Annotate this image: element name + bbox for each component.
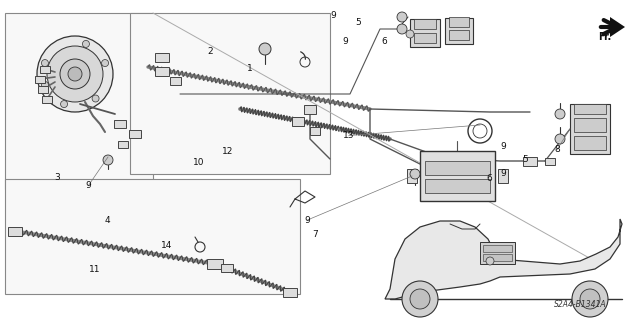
Text: 11: 11 xyxy=(89,265,100,274)
Text: 6: 6 xyxy=(381,37,387,46)
Circle shape xyxy=(60,59,90,89)
Polygon shape xyxy=(610,17,625,37)
Text: 9: 9 xyxy=(330,11,335,20)
Circle shape xyxy=(410,289,430,309)
Text: 5: 5 xyxy=(356,18,361,27)
Bar xyxy=(283,287,297,296)
Bar xyxy=(574,136,606,150)
Circle shape xyxy=(555,109,565,119)
Bar xyxy=(155,66,169,76)
Circle shape xyxy=(102,60,109,67)
Text: 5: 5 xyxy=(522,155,527,164)
Bar xyxy=(425,179,490,193)
Circle shape xyxy=(486,257,494,265)
Polygon shape xyxy=(385,219,622,299)
Bar xyxy=(425,161,490,175)
Circle shape xyxy=(47,46,103,102)
Bar xyxy=(414,33,436,43)
Bar xyxy=(414,19,436,29)
Circle shape xyxy=(572,281,608,317)
Text: 12: 12 xyxy=(221,147,233,156)
Bar xyxy=(5,13,153,189)
Text: 13: 13 xyxy=(343,131,355,140)
Bar xyxy=(170,77,180,85)
Bar xyxy=(420,151,495,201)
Bar xyxy=(545,158,555,165)
Bar xyxy=(129,130,141,138)
Text: S2A4-B1341A: S2A4-B1341A xyxy=(554,300,606,309)
Bar xyxy=(483,245,512,252)
Bar xyxy=(483,254,512,261)
Circle shape xyxy=(259,43,271,55)
Bar xyxy=(410,19,440,47)
Bar xyxy=(8,226,22,235)
Bar xyxy=(445,18,473,44)
Circle shape xyxy=(92,95,99,102)
Bar xyxy=(118,140,128,147)
Bar xyxy=(221,264,233,272)
Circle shape xyxy=(555,134,565,144)
Circle shape xyxy=(410,169,420,179)
Text: 9: 9 xyxy=(501,142,506,151)
Circle shape xyxy=(397,24,407,34)
Text: Fr.: Fr. xyxy=(598,32,611,42)
Bar xyxy=(310,127,320,135)
Bar xyxy=(449,30,469,40)
Bar xyxy=(449,17,469,27)
Bar xyxy=(574,118,606,132)
Circle shape xyxy=(406,30,414,38)
Bar xyxy=(42,95,52,102)
Text: 7: 7 xyxy=(313,230,318,239)
Text: 9: 9 xyxy=(501,169,506,178)
Bar xyxy=(38,85,48,93)
Bar xyxy=(498,169,508,183)
Bar xyxy=(574,104,606,114)
Circle shape xyxy=(37,36,113,112)
Bar xyxy=(130,13,330,174)
Circle shape xyxy=(83,41,90,48)
Bar xyxy=(155,53,169,62)
Text: 9: 9 xyxy=(343,37,348,46)
Text: 10: 10 xyxy=(193,158,204,167)
Text: 3: 3 xyxy=(55,173,60,182)
Bar xyxy=(407,169,417,183)
Text: 9: 9 xyxy=(86,181,91,190)
Text: 2: 2 xyxy=(207,47,212,56)
Text: 4: 4 xyxy=(105,216,110,225)
Bar xyxy=(40,65,50,72)
Text: 1: 1 xyxy=(247,64,252,73)
Circle shape xyxy=(402,281,438,317)
Bar xyxy=(114,120,126,128)
Bar xyxy=(570,104,610,154)
Bar xyxy=(292,116,304,125)
Circle shape xyxy=(580,289,600,309)
Bar xyxy=(207,259,223,269)
Bar xyxy=(523,157,537,166)
Circle shape xyxy=(42,60,49,67)
Circle shape xyxy=(68,67,82,81)
Circle shape xyxy=(42,81,49,88)
Text: 6: 6 xyxy=(487,174,492,183)
Circle shape xyxy=(397,12,407,22)
Bar xyxy=(304,105,316,114)
Text: 14: 14 xyxy=(161,241,172,250)
Circle shape xyxy=(103,155,113,165)
Circle shape xyxy=(61,100,68,108)
Text: 9: 9 xyxy=(305,216,310,225)
Bar xyxy=(480,242,515,264)
Bar xyxy=(35,76,45,83)
Bar xyxy=(5,179,300,294)
Text: 8: 8 xyxy=(554,145,559,154)
